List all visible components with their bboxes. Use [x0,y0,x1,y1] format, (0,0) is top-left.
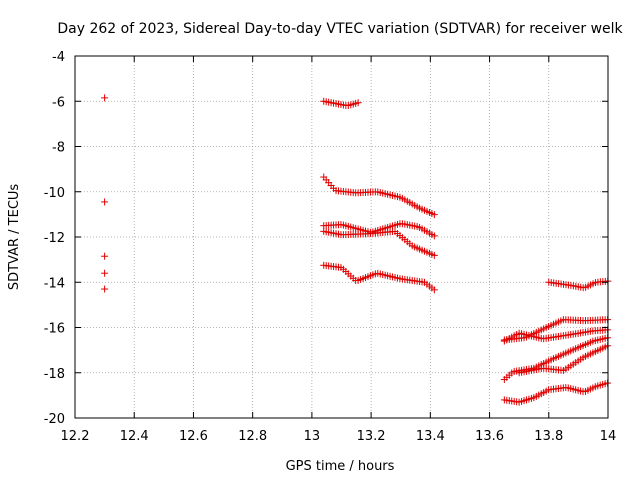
y-tick-label: -12 [44,231,65,246]
x-tick-label: 13 [304,429,321,444]
x-tick-label: 14 [600,429,617,444]
y-tick-label: -10 [44,186,65,201]
data-point-marker [354,99,362,107]
x-tick-label: 13.4 [416,429,445,444]
axis-ticks: 12.2 12.4 12.6 12.8 13 13.2 13.4 13.6 13.8 14 -20 -… [44,50,617,444]
data-point-marker [101,285,109,293]
data-point-marker [101,198,109,206]
x-tick-label: 12.2 [61,429,90,444]
data-point-marker [101,94,109,102]
data-points [101,94,612,406]
x-tick-label: 13.8 [534,429,563,444]
data-point-marker [101,252,109,260]
x-tick-label: 13.2 [357,429,386,444]
data-point-marker [430,251,438,259]
y-tick-label: -16 [44,322,65,337]
y-tick-label: -20 [44,412,65,427]
x-tick-label: 12.6 [179,429,208,444]
x-tick-label: 13.6 [475,429,504,444]
y-tick-label: -14 [44,276,65,291]
y-tick-label: -18 [44,367,65,382]
y-tick-label: -6 [52,95,65,110]
data-point-marker [430,286,438,294]
x-tick-label: 12.8 [238,429,267,444]
x-tick-label: 12.4 [120,429,149,444]
y-tick-label: -8 [52,141,65,156]
data-point-marker [430,232,438,240]
y-axis-label: SDTVAR / TECUs [7,184,22,291]
data-point-marker [430,211,438,219]
y-tick-label: -4 [52,50,65,65]
data-point-marker [101,269,109,277]
chart-title: Day 262 of 2023, Sidereal Day-to-day VTE… [57,21,623,37]
x-axis-label: GPS time / hours [286,459,395,474]
grid-lines [75,56,608,418]
